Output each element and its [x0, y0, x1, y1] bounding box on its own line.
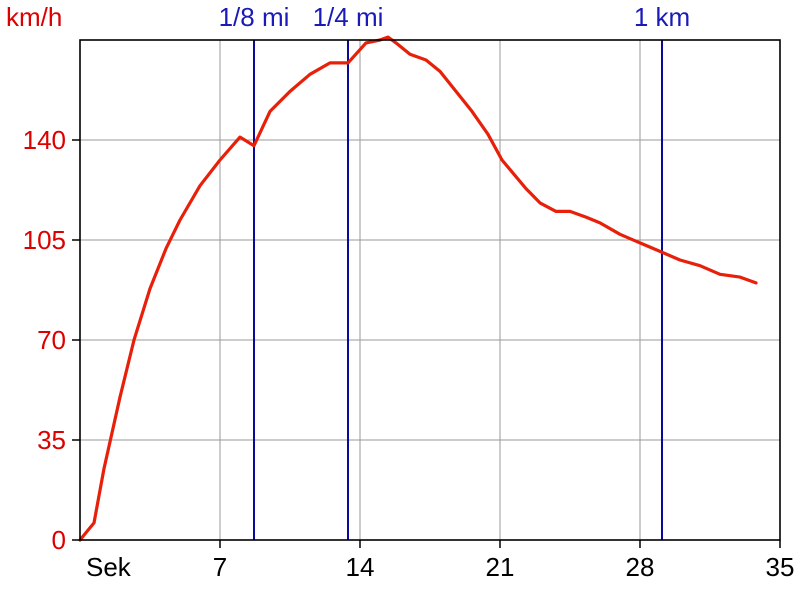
- y-axis-unit-label: km/h: [6, 2, 62, 32]
- distance-marker-label: 1/8 mi: [219, 2, 290, 32]
- x-tick-label: 35: [766, 552, 795, 582]
- y-tick-label: 105: [23, 225, 66, 255]
- grid: [80, 40, 780, 540]
- y-tick-label: 70: [37, 325, 66, 355]
- distance-marker-label: 1/4 mi: [313, 2, 384, 32]
- axis-ticks: 0 35 70 105 140 7 14 21 28 35: [23, 125, 795, 582]
- distance-markers: 1/8 mi 1/4 mi 1 km: [219, 2, 690, 540]
- distance-marker-label: 1 km: [634, 2, 690, 32]
- x-tick-label: 21: [486, 552, 515, 582]
- x-axis-unit-label: Sek: [86, 552, 132, 582]
- speed-series: [78, 35, 758, 542]
- y-tick-label: 35: [37, 425, 66, 455]
- plot-frame: [79, 39, 781, 541]
- y-tick-label: 0: [52, 525, 66, 555]
- x-tick-label: 28: [626, 552, 655, 582]
- y-tick-label: 140: [23, 125, 66, 155]
- x-tick-label: 7: [213, 552, 227, 582]
- x-tick-label: 14: [346, 552, 375, 582]
- speed-line: [78, 35, 758, 542]
